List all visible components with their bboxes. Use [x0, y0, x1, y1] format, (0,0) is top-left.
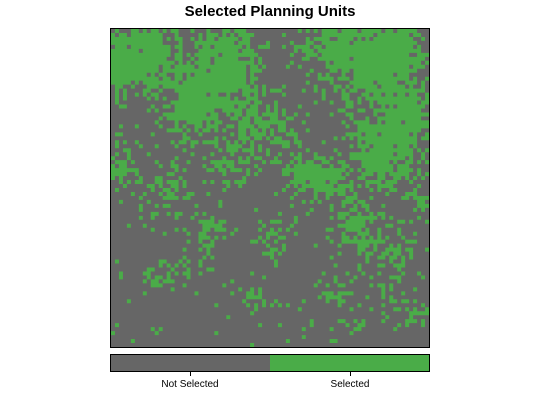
legend-color-bar [110, 354, 430, 372]
selected-units [111, 29, 429, 347]
legend-swatch-selected [270, 355, 429, 371]
selected-units-layer [111, 29, 429, 347]
legend-tick-not-selected [190, 372, 191, 376]
planning-units-map [110, 28, 430, 348]
planning-units-grid [111, 29, 429, 347]
legend-tick-selected [350, 372, 351, 376]
map-title: Selected Planning Units [184, 3, 356, 20]
legend-label-not-selected: Not Selected [161, 379, 219, 390]
legend-swatch-not-selected [111, 355, 270, 371]
legend-label-selected: Selected [330, 379, 370, 390]
